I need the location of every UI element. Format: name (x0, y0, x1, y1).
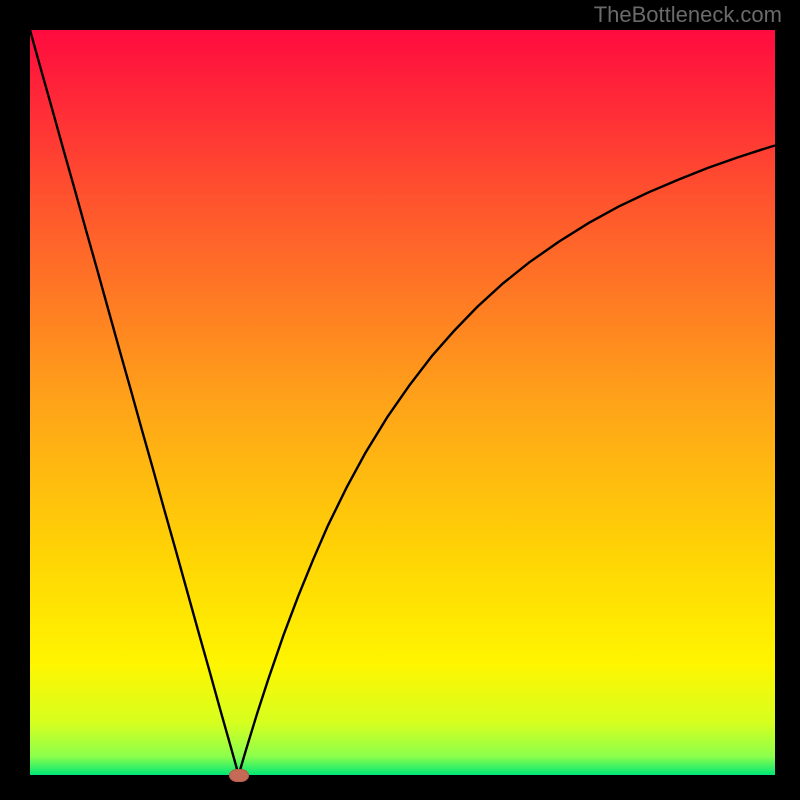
bottleneck-curve (0, 0, 800, 800)
chart-container: TheBottleneck.com (0, 0, 800, 800)
optimum-marker (229, 769, 249, 782)
curve-path (30, 30, 775, 775)
